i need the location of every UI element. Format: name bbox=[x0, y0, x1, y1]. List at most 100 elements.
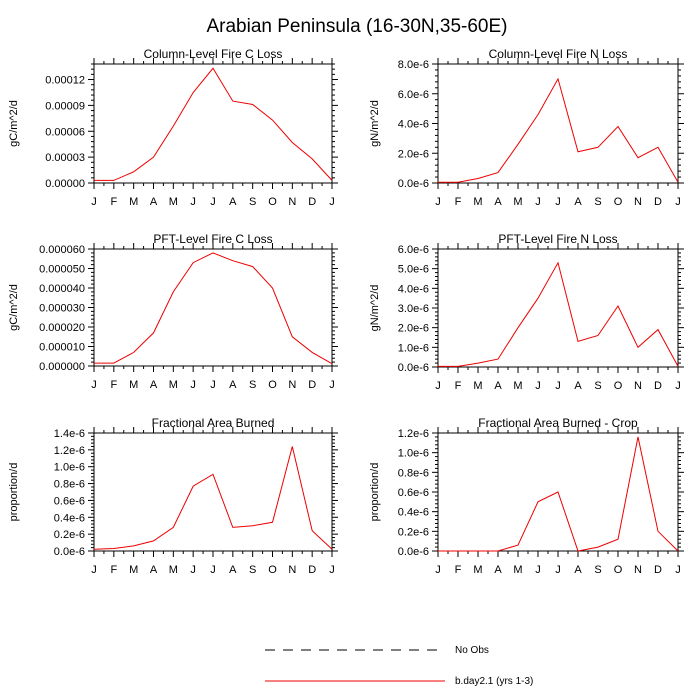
series-line bbox=[94, 67, 333, 181]
x-tick-label: O bbox=[614, 196, 623, 208]
x-tick-label: J bbox=[675, 196, 681, 208]
plot-frame bbox=[93, 432, 333, 552]
x-tick-label: J bbox=[329, 196, 335, 208]
x-tick-label: N bbox=[288, 564, 296, 576]
y-tick-label: 0.00006 bbox=[45, 126, 85, 138]
x-tick-label: O bbox=[614, 564, 623, 576]
y-tick-label: 0.2e-6 bbox=[54, 529, 85, 541]
y-tick-label: 6.0e-6 bbox=[398, 89, 429, 101]
y-tick-label: 0.8e-6 bbox=[54, 479, 85, 491]
x-tick-label: J bbox=[555, 380, 561, 392]
x-tick-label: J bbox=[535, 564, 541, 576]
y-tick-label: 0.00009 bbox=[45, 100, 85, 112]
y-tick-label: 0.000010 bbox=[39, 342, 85, 354]
x-tick-label: N bbox=[288, 379, 296, 391]
x-tick-label: D bbox=[308, 564, 316, 576]
y-tick-label: 2.0e-6 bbox=[398, 323, 429, 335]
panel-title: Fractional Area Burned - Crop bbox=[478, 416, 638, 430]
x-tick-label: A bbox=[229, 564, 237, 576]
x-tick-label: M bbox=[169, 379, 178, 391]
y-tick-label: 0.0e-6 bbox=[398, 546, 429, 558]
x-tick-label: S bbox=[594, 196, 601, 208]
x-tick-label: S bbox=[249, 196, 256, 208]
x-tick-label: S bbox=[594, 564, 601, 576]
y-tick-label: 0.000040 bbox=[39, 283, 85, 295]
y-tick-label: 0.0e-6 bbox=[398, 362, 429, 374]
y-tick-label: 0.2e-6 bbox=[398, 526, 429, 538]
x-tick-label: J bbox=[675, 380, 681, 392]
x-tick-label: J bbox=[329, 564, 335, 576]
x-tick-label: D bbox=[654, 564, 662, 576]
x-tick-label: A bbox=[150, 564, 158, 576]
x-tick-label: A bbox=[494, 196, 502, 208]
x-tick-label: M bbox=[473, 380, 482, 392]
y-tick-label: 0.000050 bbox=[39, 264, 85, 276]
y-tick-label: 0.4e-6 bbox=[398, 507, 429, 519]
figure-title: Arabian Peninsula (16-30N,35-60E) bbox=[206, 16, 507, 37]
y-tick-label: 0.000030 bbox=[39, 303, 85, 315]
x-tick-label: J bbox=[435, 380, 441, 392]
series-line bbox=[94, 252, 333, 365]
series-line bbox=[438, 77, 679, 183]
plot-frame bbox=[93, 248, 333, 367]
x-tick-label: O bbox=[268, 196, 277, 208]
y-axis-label: gN/m^2/d bbox=[369, 285, 381, 332]
x-tick-label: M bbox=[513, 564, 522, 576]
series-line bbox=[438, 261, 679, 367]
x-tick-label: M bbox=[129, 379, 138, 391]
legend-label-no-obs: No Obs bbox=[455, 645, 489, 656]
x-tick-label: J bbox=[210, 379, 216, 391]
y-tick-label: 0.00003 bbox=[45, 152, 85, 164]
x-tick-label: M bbox=[473, 196, 482, 208]
x-tick-label: A bbox=[229, 196, 237, 208]
y-tick-label: 3.0e-6 bbox=[398, 303, 429, 315]
x-tick-label: F bbox=[455, 196, 462, 208]
y-tick-label: 1.2e-6 bbox=[398, 428, 429, 440]
panel-6: Fractional Area Burned - Crop proportion/… bbox=[369, 416, 684, 576]
x-tick-label: D bbox=[654, 196, 662, 208]
x-tick-label: O bbox=[268, 564, 277, 576]
x-tick-label: F bbox=[110, 196, 117, 208]
series-line bbox=[438, 436, 679, 552]
legend: No Obs b.day2.1 (yrs 1-3) bbox=[265, 645, 533, 687]
y-axis-label: proportion/d bbox=[369, 463, 381, 522]
y-tick-label: 0.4e-6 bbox=[54, 512, 85, 524]
x-tick-label: A bbox=[150, 379, 158, 391]
x-tick-label: J bbox=[435, 196, 441, 208]
y-tick-label: 2.0e-6 bbox=[398, 148, 429, 160]
x-tick-label: J bbox=[555, 564, 561, 576]
x-tick-label: S bbox=[594, 380, 601, 392]
y-tick-label: 1.4e-6 bbox=[54, 428, 85, 440]
y-axis-label: gN/m^2/d bbox=[369, 100, 381, 147]
x-tick-label: J bbox=[91, 379, 97, 391]
panel-title: Column-Level Fire N Loss bbox=[489, 47, 628, 61]
y-tick-label: 0.6e-6 bbox=[54, 495, 85, 507]
panel-title: Column-Level Fire C Loss bbox=[144, 47, 283, 61]
x-tick-label: F bbox=[110, 564, 117, 576]
legend-label-model: b.day2.1 (yrs 1-3) bbox=[455, 676, 533, 687]
x-tick-label: N bbox=[634, 380, 642, 392]
series-line bbox=[93, 446, 333, 550]
y-axis-label: gC/m^2/d bbox=[8, 284, 20, 331]
plot-frame bbox=[437, 63, 679, 184]
y-tick-label: 1.0e-6 bbox=[398, 448, 429, 460]
x-tick-label: J bbox=[190, 379, 196, 391]
x-tick-label: J bbox=[210, 196, 216, 208]
x-tick-label: F bbox=[110, 379, 117, 391]
panel-title: PFT-Level Fire N Loss bbox=[498, 232, 617, 246]
y-tick-label: 5.0e-6 bbox=[398, 264, 429, 276]
x-tick-label: A bbox=[229, 379, 237, 391]
y-tick-label: 1.0e-6 bbox=[398, 342, 429, 354]
x-tick-label: A bbox=[494, 380, 502, 392]
x-tick-label: N bbox=[634, 564, 642, 576]
x-tick-label: N bbox=[288, 196, 296, 208]
x-tick-label: J bbox=[91, 564, 97, 576]
x-tick-label: J bbox=[535, 380, 541, 392]
x-tick-label: D bbox=[308, 196, 316, 208]
x-tick-label: O bbox=[614, 380, 623, 392]
x-tick-label: J bbox=[190, 196, 196, 208]
x-tick-label: D bbox=[654, 380, 662, 392]
